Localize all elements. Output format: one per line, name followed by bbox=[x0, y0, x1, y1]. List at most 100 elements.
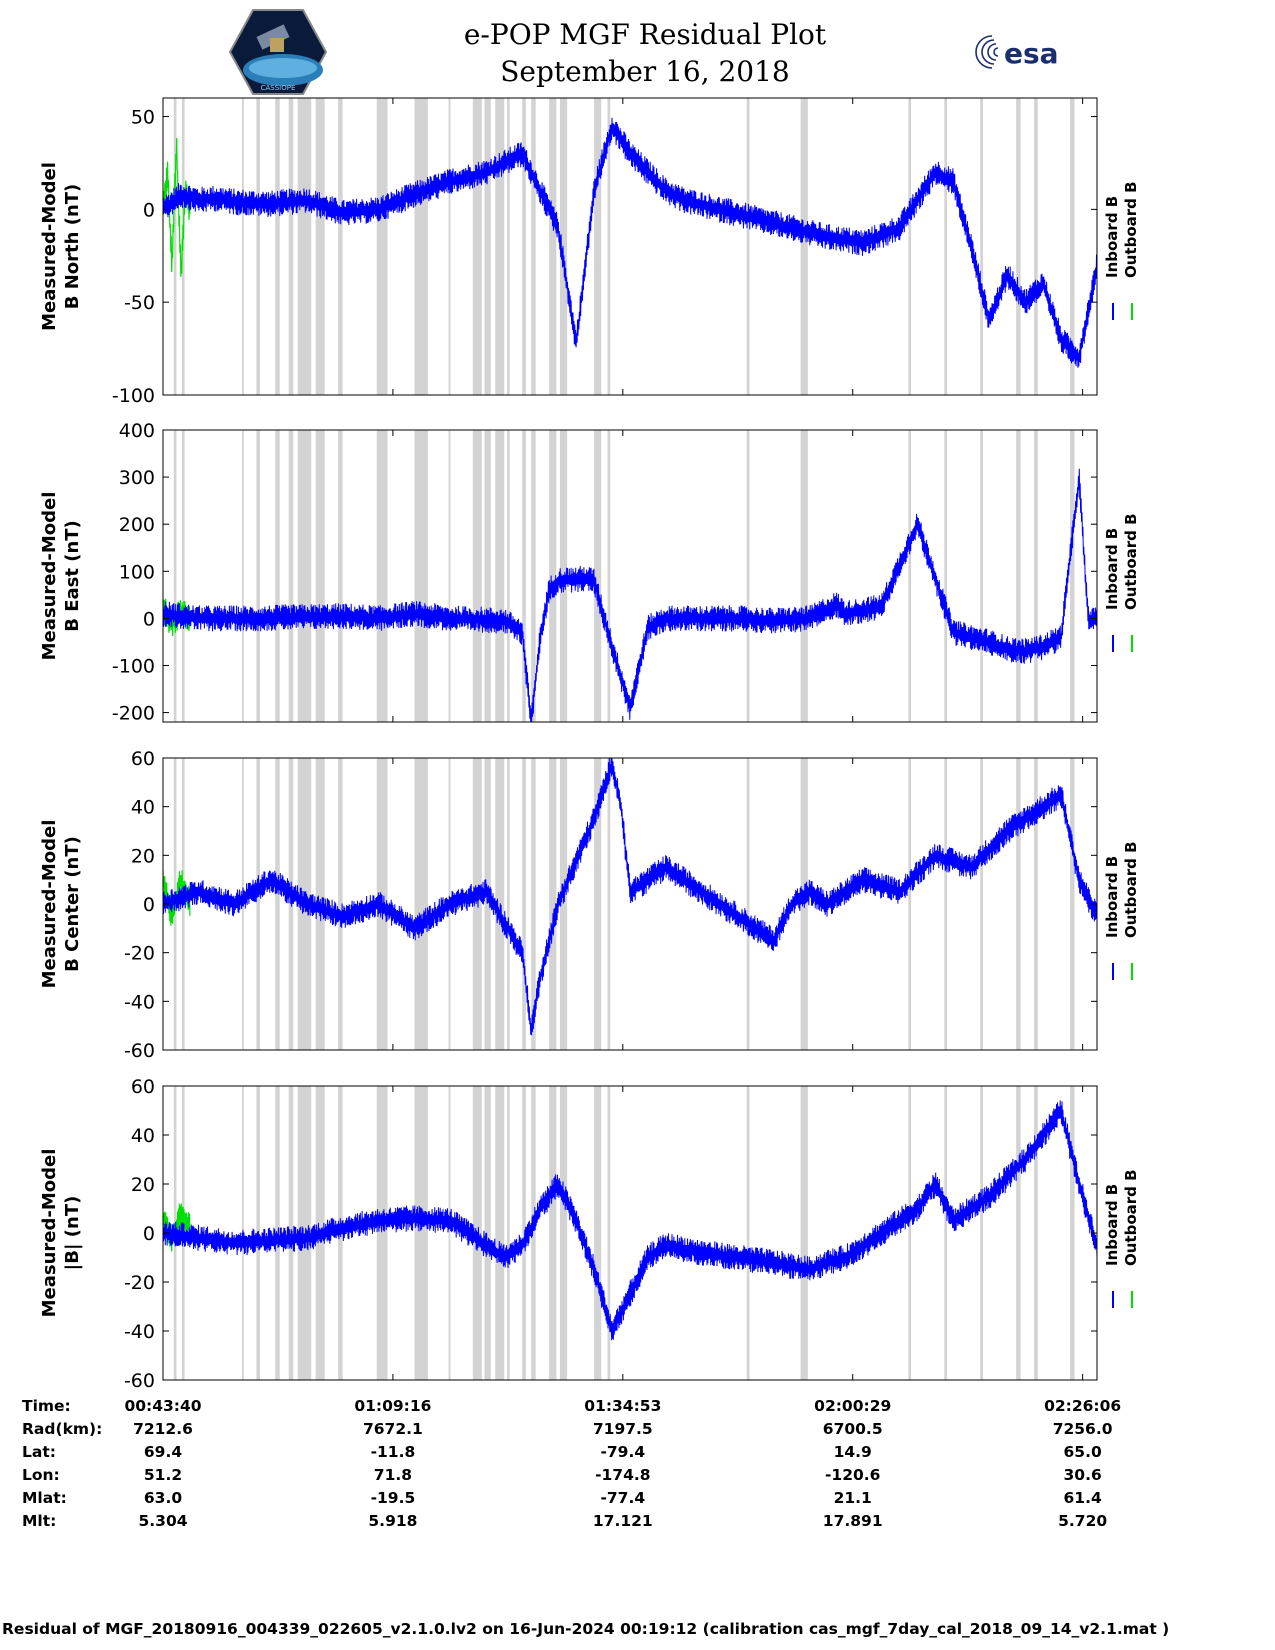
data-gap-band bbox=[495, 98, 505, 395]
data-gap-band bbox=[980, 758, 983, 1050]
orbit-value: 63.0 bbox=[144, 1489, 182, 1507]
data-gap-band bbox=[607, 1086, 611, 1380]
data-gap-band bbox=[495, 430, 505, 722]
data-gap-band bbox=[800, 1086, 808, 1380]
data-gap-band bbox=[297, 430, 312, 722]
data-gap-band bbox=[1034, 1086, 1038, 1380]
data-gap-band bbox=[746, 98, 750, 395]
x-tick-label-time: 02:00:29 bbox=[814, 1397, 891, 1415]
data-gap-band bbox=[549, 1086, 557, 1380]
orbit-value: 7197.5 bbox=[593, 1420, 653, 1438]
data-gap-band bbox=[1016, 758, 1021, 1050]
y-axis-label-unit: B North (nT) bbox=[62, 184, 83, 310]
data-gap-band bbox=[944, 1086, 948, 1380]
data-gap-band bbox=[472, 758, 482, 1050]
data-gap-band bbox=[448, 98, 451, 395]
orbit-value: 61.4 bbox=[1064, 1489, 1102, 1507]
legend-label-inboard: Inboard B bbox=[1103, 196, 1121, 278]
orbit-value: 6700.5 bbox=[823, 1420, 883, 1438]
data-gap-band bbox=[594, 1086, 602, 1380]
legend-label-inboard: Inboard B bbox=[1103, 528, 1121, 610]
data-gap-band bbox=[1034, 430, 1038, 722]
orbit-value: -79.4 bbox=[600, 1443, 645, 1461]
data-gap-band bbox=[531, 98, 536, 395]
data-gap-band bbox=[256, 758, 260, 1050]
y-tick-label: 20 bbox=[131, 1174, 155, 1196]
data-gap-band bbox=[944, 758, 948, 1050]
data-gap-band bbox=[414, 758, 428, 1050]
data-gap-band bbox=[1070, 758, 1075, 1050]
legend: Inboard B Outboard B bbox=[1103, 1169, 1140, 1308]
y-tick-label: 0 bbox=[143, 894, 155, 916]
panel-4: 60 40 20 0 -20 -40 -60 Measured-Model |B| (nT) In… bbox=[39, 1076, 1140, 1392]
y-axis-label-unit: |B| (nT) bbox=[62, 1196, 83, 1271]
inboard-series-line bbox=[162, 468, 1098, 723]
y-tick-label: 100 bbox=[119, 561, 155, 583]
data-gap-band bbox=[980, 98, 983, 395]
orbit-value: 71.8 bbox=[374, 1466, 412, 1484]
y-tick-label: 50 bbox=[131, 107, 155, 129]
legend-label-outboard: Outboard B bbox=[1122, 1169, 1140, 1266]
inboard-series-line bbox=[162, 757, 1098, 1036]
y-tick-label: -40 bbox=[124, 991, 155, 1013]
data-gap-band bbox=[495, 1086, 505, 1380]
data-gap-band bbox=[594, 758, 602, 1050]
data-gap-band bbox=[448, 1086, 451, 1380]
header: CASSIOPE e-POP MGF Residual Plot Septemb… bbox=[0, 0, 1275, 100]
orbit-row-label: Lon: bbox=[22, 1466, 60, 1484]
legend-label-outboard: Outboard B bbox=[1122, 513, 1140, 610]
data-gap-band bbox=[944, 430, 948, 722]
orbit-row-label: Time: bbox=[22, 1397, 71, 1415]
data-gap-band bbox=[484, 430, 491, 722]
data-gap-band bbox=[506, 1086, 510, 1380]
orbit-value: 7256.0 bbox=[1053, 1420, 1113, 1438]
y-tick-label: 300 bbox=[119, 467, 155, 489]
data-gap-band bbox=[338, 758, 343, 1050]
data-gap-band bbox=[288, 430, 294, 722]
legend-label-inboard: Inboard B bbox=[1103, 856, 1121, 938]
data-gap-band bbox=[472, 430, 482, 722]
data-gap-band bbox=[1016, 1086, 1021, 1380]
orbit-value: 17.121 bbox=[593, 1512, 653, 1530]
data-gap-band bbox=[506, 98, 510, 395]
orbit-value: 17.891 bbox=[823, 1512, 883, 1530]
inboard-series-line bbox=[162, 1100, 1098, 1341]
legend: Inboard B Outboard B bbox=[1103, 513, 1140, 652]
y-tick-label: -100 bbox=[112, 385, 155, 407]
y-tick-label: -60 bbox=[124, 1370, 155, 1392]
data-gap-band bbox=[338, 98, 343, 395]
data-gap-band bbox=[1070, 98, 1075, 395]
data-gap-band bbox=[746, 430, 750, 722]
chart-subtitle-date: September 16, 2018 bbox=[500, 55, 790, 88]
data-gap-band bbox=[472, 98, 482, 395]
x-tick-label-time: 00:43:40 bbox=[124, 1397, 201, 1415]
data-gap-band bbox=[1034, 98, 1038, 395]
data-gap-band bbox=[414, 430, 428, 722]
data-gap-band bbox=[746, 1086, 750, 1380]
y-tick-label: 0 bbox=[143, 608, 155, 630]
y-axis-label: Measured-Model bbox=[39, 1149, 60, 1318]
orbit-value: -174.8 bbox=[595, 1466, 650, 1484]
orbit-value: -77.4 bbox=[600, 1489, 645, 1507]
orbit-row-label: Rad(km): bbox=[22, 1420, 102, 1438]
data-gap-band bbox=[338, 430, 343, 722]
data-gap-band bbox=[800, 98, 808, 395]
y-axis-label-unit: B Center (nT) bbox=[62, 836, 83, 972]
data-gap-band bbox=[288, 758, 294, 1050]
chart-title: e-POP MGF Residual Plot bbox=[463, 18, 827, 51]
data-gap-band bbox=[297, 1086, 312, 1380]
data-gap-band bbox=[376, 430, 388, 722]
data-gap-band bbox=[522, 758, 526, 1050]
data-gap-band bbox=[559, 98, 568, 395]
data-gap-band bbox=[1070, 1086, 1075, 1380]
panel-1: 50 0 -50 -100 Measured-Model B North (nT) Inbo… bbox=[39, 97, 1140, 407]
y-tick-label: 400 bbox=[119, 420, 155, 442]
y-tick-label: -60 bbox=[124, 1040, 155, 1062]
orbit-value: 30.6 bbox=[1064, 1466, 1102, 1484]
data-gap-band bbox=[908, 430, 912, 722]
data-gap-band bbox=[1016, 98, 1021, 395]
data-gap-band bbox=[522, 1086, 526, 1380]
data-gap-band bbox=[1034, 758, 1038, 1050]
data-gap-band bbox=[944, 98, 948, 395]
